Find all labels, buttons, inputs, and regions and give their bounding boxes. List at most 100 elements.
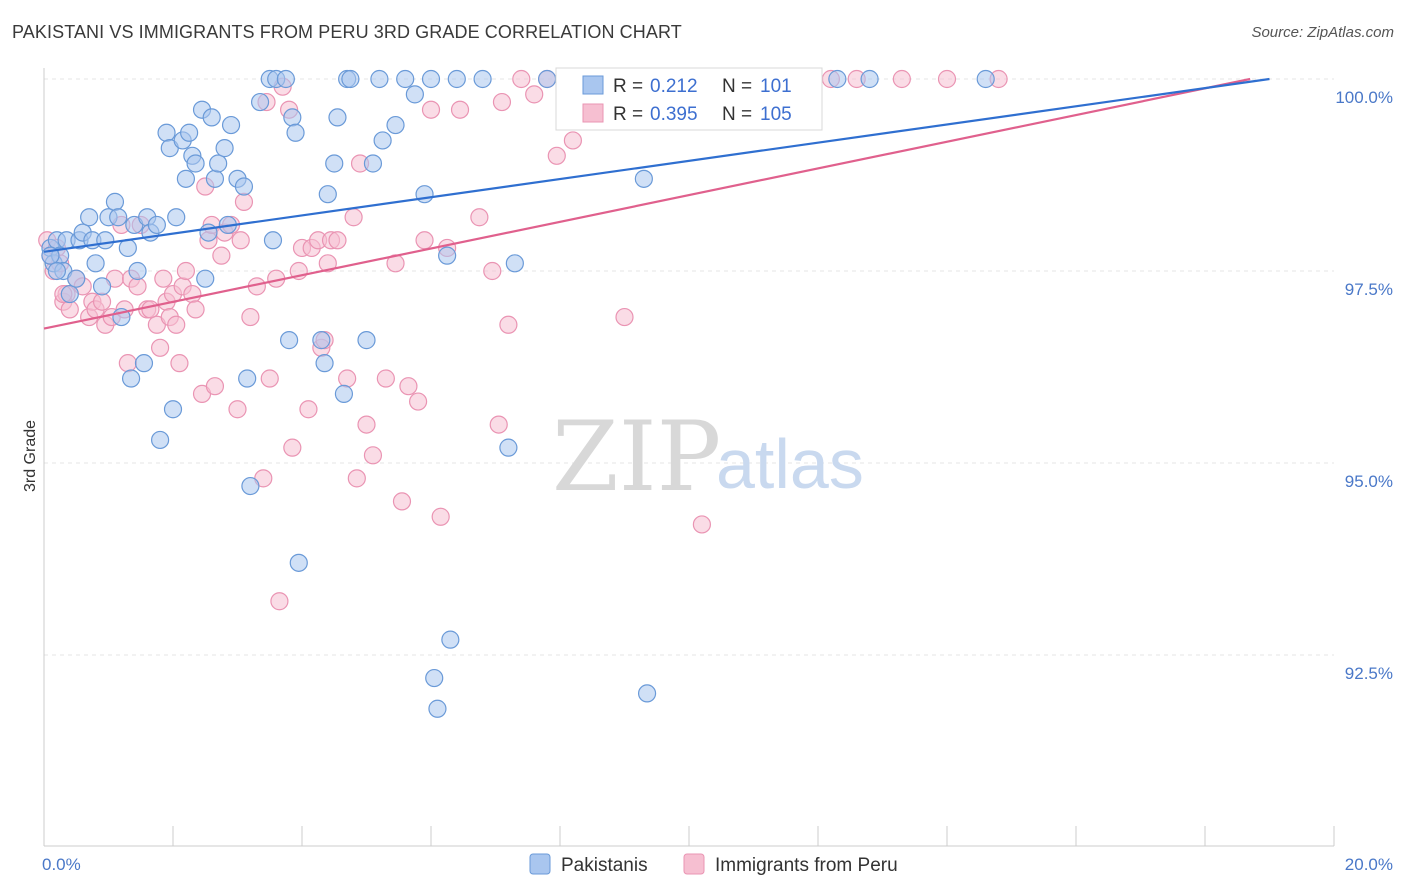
pakistani-point (976, 69, 995, 89)
pakistani-point (80, 208, 99, 227)
pakistani-point (280, 331, 299, 350)
peru-point (470, 208, 489, 227)
pakistani-point (121, 369, 141, 388)
bottom-legend-swatch-pakistanis[interactable] (529, 853, 551, 875)
peru-point (421, 100, 441, 119)
trendline-pakistanis (43, 77, 1270, 253)
y-tick-labels: 100.0% 97.5% 95.0% 92.5% (1335, 88, 1393, 683)
watermark-atlas: atlas (716, 425, 864, 503)
pakistani-point (415, 185, 434, 204)
pakistani-point (221, 115, 241, 135)
x-ticks (172, 826, 1335, 846)
pakistani-point (447, 69, 466, 89)
legend-swatch-peru (582, 103, 604, 123)
pakistani-point (396, 69, 415, 89)
pakistani-point (205, 169, 225, 188)
y-tick-label: 97.5% (1345, 280, 1393, 299)
legend-r-value-pakistanis: 0.212 (650, 76, 698, 97)
pakistani-point (370, 69, 389, 89)
peru-point (492, 92, 512, 112)
pakistani-point (634, 169, 653, 188)
y-tick-label: 100.0% (1335, 88, 1393, 107)
pakistani-point (60, 284, 79, 304)
legend-swatch-pakistanis (582, 75, 604, 95)
pakistani-point (176, 169, 195, 188)
legend-n-label-peru: N = (722, 104, 752, 125)
peru-point (450, 100, 470, 119)
pakistani-point (363, 154, 383, 173)
peru-point (231, 231, 250, 250)
bottom-legend-label-peru[interactable]: Immigrants from Peru (715, 855, 898, 876)
pakistani-point (373, 131, 392, 150)
trendline-peru (43, 77, 1251, 330)
legend-n-value-pakistanis: 101 (760, 76, 792, 97)
peru-point (283, 438, 302, 457)
peru-point (344, 208, 363, 227)
peru-point (212, 246, 231, 265)
peru-point (489, 415, 508, 434)
peru-point (92, 292, 112, 311)
pakistani-point (167, 208, 186, 227)
peru-point (234, 192, 254, 211)
pakistani-point (283, 108, 302, 127)
peru-point (525, 85, 544, 104)
peru-point (60, 300, 79, 319)
pakistani-point (386, 115, 405, 135)
peru-point (483, 261, 502, 281)
pakistani-point (202, 108, 221, 127)
peru-point (357, 415, 376, 434)
pakistani-point (438, 246, 457, 265)
peru-point (328, 231, 347, 250)
pakistani-point (96, 231, 115, 250)
pakistani-point (341, 69, 360, 89)
peru-point (347, 469, 366, 488)
series-legend: Pakistanis Immigrants from Peru (529, 853, 898, 876)
peru-point (154, 269, 173, 288)
pakistani-point (405, 85, 424, 104)
pakistani-point (325, 154, 344, 173)
bottom-legend-label-pakistanis[interactable]: Pakistanis (561, 855, 648, 876)
pakistani-point (157, 123, 176, 142)
pakistani-point (860, 69, 879, 89)
pakistani-point (215, 139, 234, 158)
pakistani-point (241, 476, 260, 496)
peru-point (409, 392, 428, 411)
bottom-legend-swatch-peru[interactable] (683, 853, 705, 875)
watermark-zip: ZIP (552, 401, 721, 513)
peru-point (338, 369, 357, 388)
pakistani-point (199, 223, 218, 242)
peru-point (615, 307, 634, 327)
chart-title: PAKISTANI VS IMMIGRANTS FROM PERU 3RD GR… (12, 22, 682, 42)
pakistani-point (428, 699, 447, 718)
pakistani-point (118, 238, 137, 258)
peru-point (141, 300, 160, 319)
peru-point (228, 400, 247, 419)
pakistani-point (828, 69, 847, 89)
pakistani-point (334, 384, 354, 403)
peru-point (167, 315, 186, 334)
peru-point (376, 369, 395, 388)
pakistani-point (238, 369, 257, 388)
pakistani-point (250, 92, 270, 112)
peru-point (128, 277, 147, 296)
pakistani-point (105, 192, 125, 211)
peru-point (318, 254, 337, 273)
pakistani-point (128, 261, 147, 281)
peru-point (692, 515, 712, 534)
pakistani-point (147, 215, 166, 235)
peru-point (563, 131, 583, 150)
pakistani-point (263, 231, 283, 250)
peru-point (431, 507, 450, 526)
peru-point (176, 261, 195, 281)
pakistani-point (180, 123, 199, 142)
pakistani-point (537, 69, 557, 89)
legend-n-value-peru: 105 (760, 104, 792, 125)
series-pakistanis (41, 69, 995, 718)
pakistani-point (86, 254, 105, 273)
pakistani-point (276, 69, 295, 89)
source-label: Source: ZipAtlas.com (1251, 24, 1394, 41)
peru-point (892, 69, 911, 89)
watermark: ZIP atlas (552, 401, 864, 513)
peru-point (512, 69, 531, 89)
peru-point (170, 354, 189, 373)
